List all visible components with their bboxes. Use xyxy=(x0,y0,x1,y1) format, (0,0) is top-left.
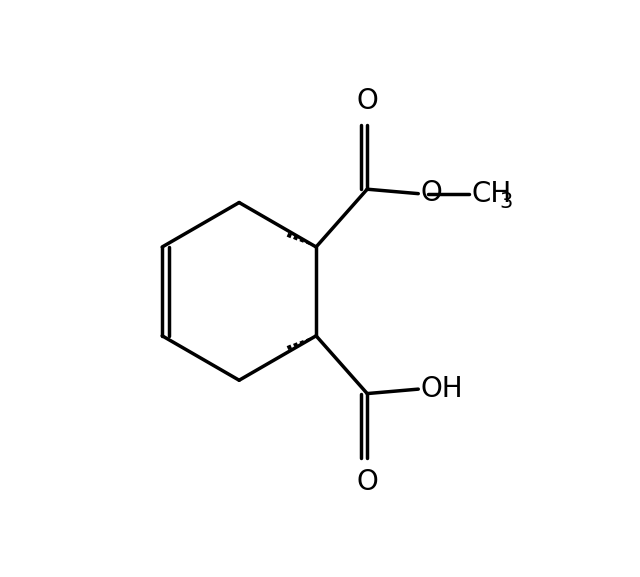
Text: O: O xyxy=(356,87,378,115)
Text: 3: 3 xyxy=(500,192,513,212)
Text: O: O xyxy=(420,179,442,207)
Text: O: O xyxy=(356,468,378,496)
Text: OH: OH xyxy=(420,375,463,403)
Text: CH: CH xyxy=(472,179,512,208)
